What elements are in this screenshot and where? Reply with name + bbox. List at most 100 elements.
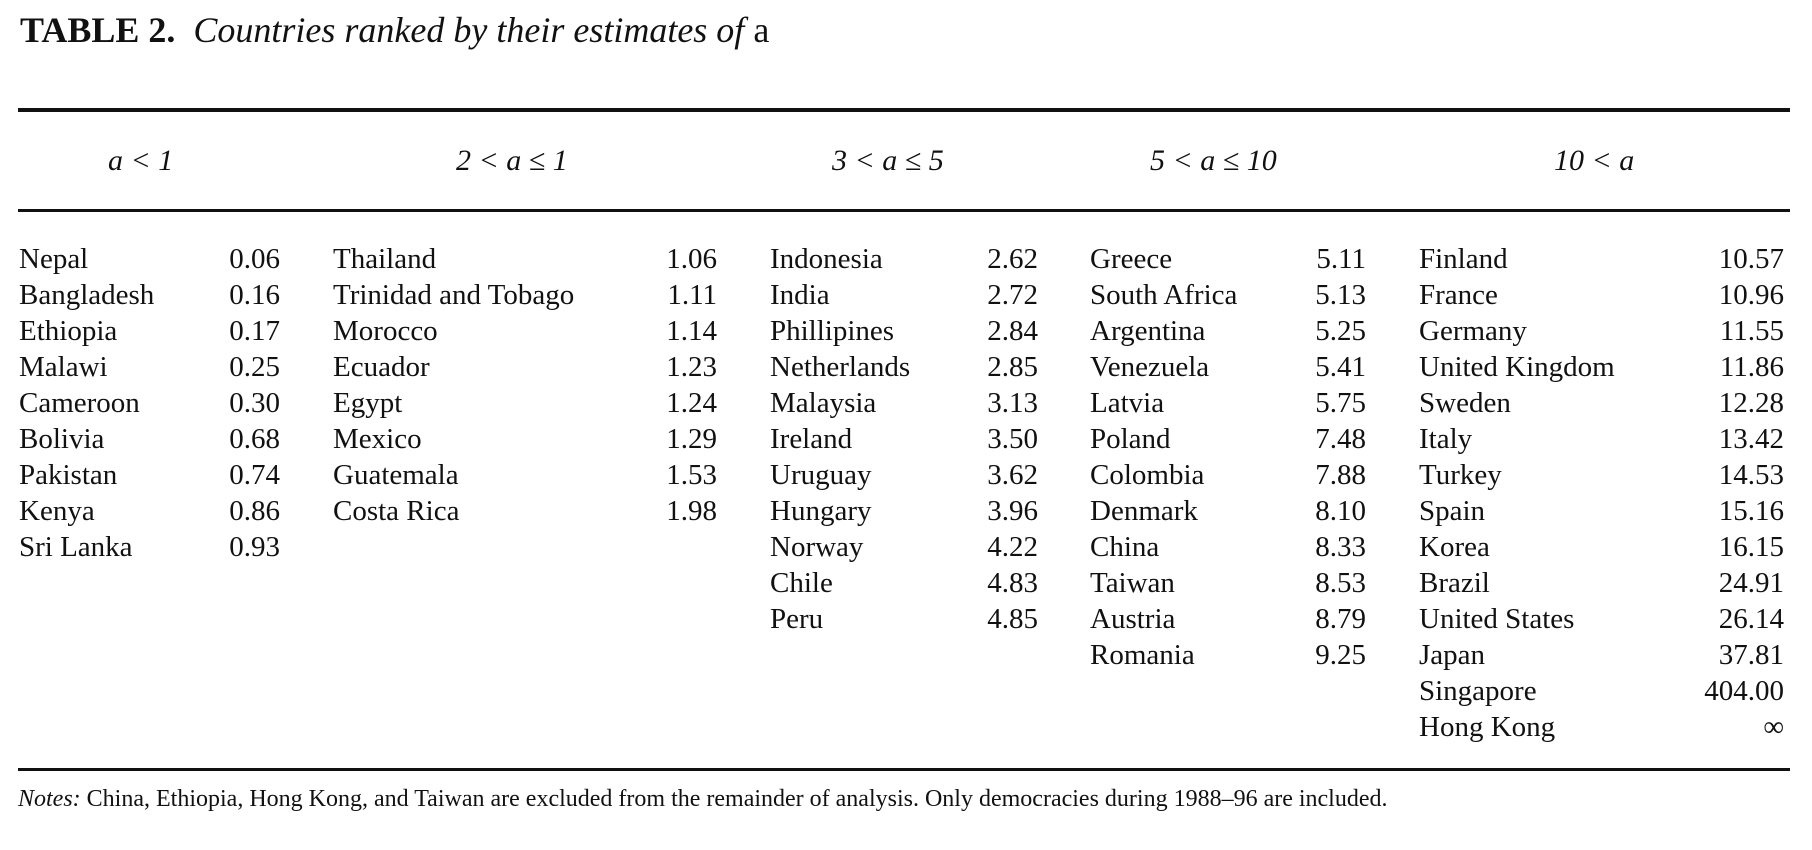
estimate-value: 2.62 <box>987 243 1038 275</box>
country-name: Ethiopia <box>19 315 118 347</box>
country-name: Sweden <box>1419 387 1511 419</box>
group-column-2: Thailand 1.06 Trinidad and Tobago 1.11 Moroc… <box>333 241 717 529</box>
table-row: Pakistan 0.74 <box>19 457 280 493</box>
table-row: Ireland 3.50 <box>770 421 1038 457</box>
table-row: Thailand 1.06 <box>333 241 717 277</box>
estimate-value: 5.25 <box>1315 315 1366 347</box>
table-row: India 2.72 <box>770 277 1038 313</box>
estimate-value: 1.23 <box>666 351 717 383</box>
country-name: Nepal <box>19 243 89 275</box>
country-name: Cameroon <box>19 387 140 419</box>
table-row: Denmark 8.10 <box>1090 493 1366 529</box>
country-name: Bolivia <box>19 423 105 455</box>
country-name: Hungary <box>770 495 872 527</box>
estimate-value: 7.48 <box>1315 423 1366 455</box>
bottom-rule <box>18 768 1790 771</box>
estimate-value: 1.53 <box>666 459 717 491</box>
country-name: Norway <box>770 531 864 563</box>
notes-label: Notes: <box>18 786 81 812</box>
country-name: Ecuador <box>333 351 430 383</box>
header-3-lt-a-le-5: 3 < a ≤ 5 <box>832 144 944 177</box>
country-name: Trinidad and Tobago <box>333 279 575 311</box>
estimate-value: 16.15 <box>1718 531 1784 563</box>
country-name: Denmark <box>1090 495 1198 527</box>
country-name: Turkey <box>1419 459 1502 491</box>
country-name: Indonesia <box>770 243 883 275</box>
estimate-value: 1.29 <box>666 423 717 455</box>
country-name: Morocco <box>333 315 438 347</box>
table-row: Hong Kong ∞ <box>1419 709 1784 745</box>
table-row: Turkey 14.53 <box>1419 457 1784 493</box>
table-notes: Notes: China, Ethiopia, Hong Kong, and T… <box>18 784 1388 814</box>
estimate-value: 1.24 <box>666 387 717 419</box>
country-name: Spain <box>1419 495 1486 527</box>
table-row: Spain 15.16 <box>1419 493 1784 529</box>
estimate-value: 13.42 <box>1718 423 1784 455</box>
estimate-value: 11.55 <box>1719 315 1784 347</box>
estimate-value: 0.74 <box>229 459 280 491</box>
header-5-lt-a-le-10: 5 < a ≤ 10 <box>1150 144 1277 177</box>
estimate-value: 15.16 <box>1718 495 1784 527</box>
country-name: United States <box>1419 603 1575 635</box>
estimate-value: 4.22 <box>987 531 1038 563</box>
table-row: Argentina 5.25 <box>1090 313 1366 349</box>
estimate-value: ∞ <box>1763 711 1784 743</box>
table-row: South Africa 5.13 <box>1090 277 1366 313</box>
estimate-value: 0.86 <box>229 495 280 527</box>
country-name: Singapore <box>1419 675 1537 707</box>
table-row: Romania 9.25 <box>1090 637 1366 673</box>
header-a-lt-1: a < 1 <box>108 144 174 177</box>
country-name: Sri Lanka <box>19 531 133 563</box>
estimate-value: 10.96 <box>1718 279 1784 311</box>
country-name: Ireland <box>770 423 853 455</box>
table-row: Latvia 5.75 <box>1090 385 1366 421</box>
country-name: South Africa <box>1090 279 1238 311</box>
table-row: Austria 8.79 <box>1090 601 1366 637</box>
group-column-5: Finland 10.57 France 10.96 Germany 11.55 Unite… <box>1419 241 1784 745</box>
estimate-value: 14.53 <box>1718 459 1784 491</box>
estimate-value: 4.83 <box>987 567 1038 599</box>
table-title: TABLE 2. Countries ranked by their estim… <box>20 10 769 50</box>
country-name: Pakistan <box>19 459 118 491</box>
table-row: Kenya 0.86 <box>19 493 280 529</box>
table-caption-tail: a <box>753 10 770 50</box>
table-label: TABLE 2. <box>20 10 176 50</box>
estimate-value: 0.93 <box>229 531 280 563</box>
country-name: Greece <box>1090 243 1173 275</box>
country-name: Japan <box>1419 639 1486 671</box>
table-row: Egypt 1.24 <box>333 385 717 421</box>
estimate-value: 2.84 <box>987 315 1038 347</box>
table-row: Ecuador 1.23 <box>333 349 717 385</box>
country-name: Poland <box>1090 423 1171 455</box>
table-row: Uruguay 3.62 <box>770 457 1038 493</box>
top-rule <box>18 108 1790 112</box>
country-name: Phillipines <box>770 315 895 347</box>
country-name: United Kingdom <box>1419 351 1615 383</box>
table-row: Italy 13.42 <box>1419 421 1784 457</box>
country-name: Peru <box>770 603 824 635</box>
table-row: Bangladesh 0.16 <box>19 277 280 313</box>
country-name: Latvia <box>1090 387 1165 419</box>
country-name: Argentina <box>1090 315 1206 347</box>
table-row: Norway 4.22 <box>770 529 1038 565</box>
estimate-value: 0.16 <box>229 279 280 311</box>
country-name: India <box>770 279 830 311</box>
country-name: Thailand <box>333 243 437 275</box>
country-name: Korea <box>1419 531 1490 563</box>
estimate-value: 5.11 <box>1316 243 1366 275</box>
table-row: Bolivia 0.68 <box>19 421 280 457</box>
country-name: Uruguay <box>770 459 872 491</box>
table-row: Trinidad and Tobago 1.11 <box>333 277 717 313</box>
estimate-value: 5.75 <box>1315 387 1366 419</box>
estimate-value: 3.62 <box>987 459 1038 491</box>
table-row: Cameroon 0.30 <box>19 385 280 421</box>
estimate-value: 12.28 <box>1718 387 1784 419</box>
table-row: Morocco 1.14 <box>333 313 717 349</box>
country-name: Italy <box>1419 423 1473 455</box>
table-row: Netherlands 2.85 <box>770 349 1038 385</box>
table-row: Venezuela 5.41 <box>1090 349 1366 385</box>
table-row: United Kingdom 11.86 <box>1419 349 1784 385</box>
table-row: Phillipines 2.84 <box>770 313 1038 349</box>
table-row: Poland 7.48 <box>1090 421 1366 457</box>
table-row: Colombia 7.88 <box>1090 457 1366 493</box>
